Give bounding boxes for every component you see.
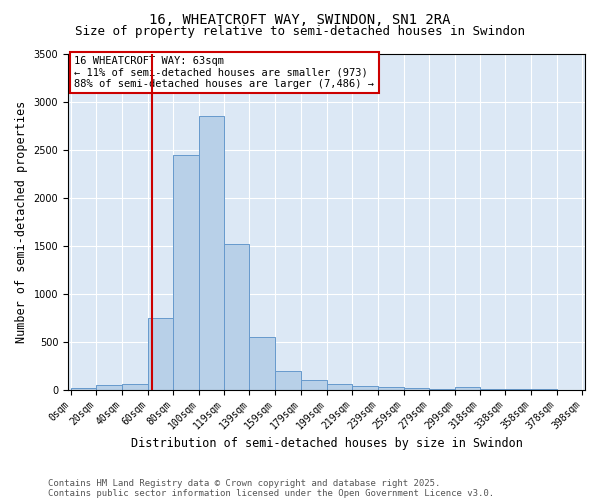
Text: Contains HM Land Registry data © Crown copyright and database right 2025.: Contains HM Land Registry data © Crown c…: [48, 478, 440, 488]
Bar: [378, 388, 404, 390]
Text: 16 WHEATCROFT WAY: 63sqm
← 11% of semi-detached houses are smaller (973)
88% of : 16 WHEATCROFT WAY: 63sqm ← 11% of semi-d…: [74, 56, 374, 89]
Bar: [250, 337, 275, 390]
Bar: [301, 380, 326, 390]
Y-axis label: Number of semi-detached properties: Number of semi-detached properties: [15, 100, 28, 343]
Bar: [430, 389, 455, 390]
Bar: [122, 384, 148, 390]
Bar: [326, 384, 352, 390]
Bar: [352, 386, 378, 390]
Bar: [275, 371, 301, 390]
Bar: [97, 385, 122, 390]
Bar: [199, 116, 224, 390]
Bar: [173, 154, 199, 390]
Bar: [148, 318, 173, 390]
Text: Size of property relative to semi-detached houses in Swindon: Size of property relative to semi-detach…: [75, 25, 525, 38]
Bar: [455, 388, 479, 390]
X-axis label: Distribution of semi-detached houses by size in Swindon: Distribution of semi-detached houses by …: [131, 437, 523, 450]
Bar: [224, 244, 250, 390]
Bar: [71, 388, 97, 390]
Text: Contains public sector information licensed under the Open Government Licence v3: Contains public sector information licen…: [48, 488, 494, 498]
Bar: [404, 388, 430, 390]
Text: 16, WHEATCROFT WAY, SWINDON, SN1 2RA: 16, WHEATCROFT WAY, SWINDON, SN1 2RA: [149, 12, 451, 26]
